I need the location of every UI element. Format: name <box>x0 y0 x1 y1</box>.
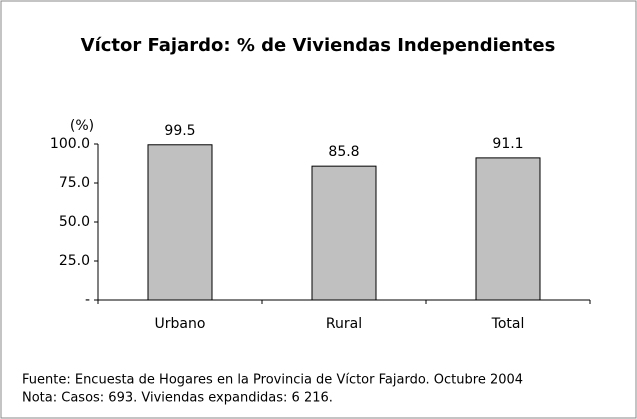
x-tick-label: Total <box>491 316 525 332</box>
value-label: 99.5 <box>164 123 195 139</box>
bar <box>147 144 213 301</box>
y-tick-label: 25.0 <box>59 253 90 269</box>
chart-title: Víctor Fajardo: % de Viviendas Independi… <box>81 35 556 56</box>
x-tick-label: Rural <box>326 316 362 332</box>
bar <box>475 157 541 301</box>
value-label: 91.1 <box>492 136 523 152</box>
source-note: Fuente: Encuesta de Hogares en la Provin… <box>22 373 523 388</box>
y-axis-label: (%) <box>70 118 94 134</box>
y-tick-label: 75.0 <box>59 175 90 191</box>
x-tick-label: Urbano <box>155 316 206 332</box>
y-tick-label: - <box>85 292 90 308</box>
note: Nota: Casos: 693. Viviendas expandidas: … <box>22 391 333 406</box>
y-tick-label: 100.0 <box>50 136 90 152</box>
bar <box>311 165 377 301</box>
y-tick-label: 50.0 <box>59 214 90 230</box>
value-label: 85.8 <box>328 144 359 160</box>
